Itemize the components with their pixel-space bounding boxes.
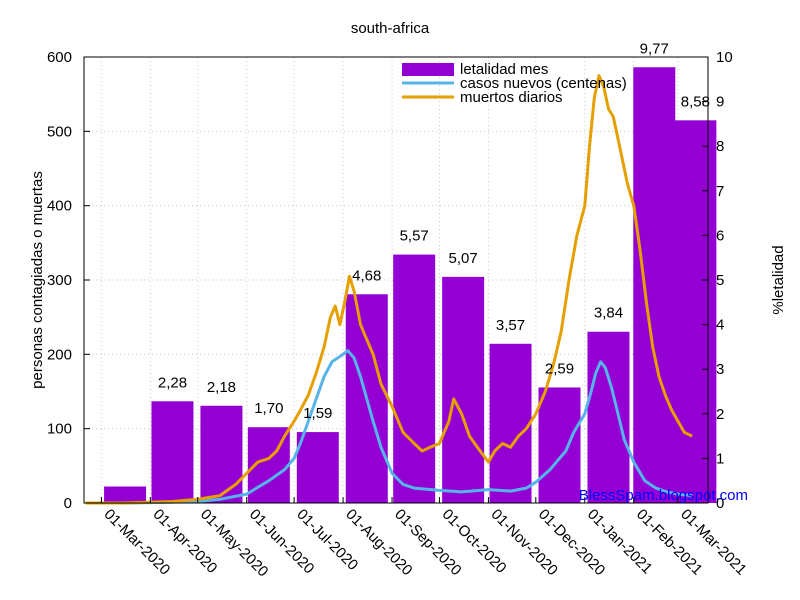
y-right-tick-label: 2 bbox=[716, 406, 724, 423]
bar-labels: 2,28 2,18 1,70 1,59 4,68 5,57 5,07 3,57 2,59 3,84… bbox=[158, 40, 710, 422]
y-right-tick-label: 1 bbox=[716, 450, 724, 467]
watermark: BlessSpam.blogspot.com bbox=[579, 487, 748, 504]
y-left-tick-label: 400 bbox=[47, 198, 72, 215]
bar bbox=[633, 67, 676, 504]
bar-value-label: 4,68 bbox=[352, 267, 381, 284]
bar bbox=[393, 254, 436, 503]
y-left-tick-label: 0 bbox=[64, 495, 72, 512]
bar bbox=[442, 276, 485, 503]
legend-label: letalidad mes bbox=[460, 61, 548, 78]
bar bbox=[104, 486, 147, 503]
bar-value-label: 8,58 bbox=[681, 93, 710, 110]
bar-value-label: 3,84 bbox=[594, 305, 623, 322]
y-left-tick-label: 300 bbox=[47, 272, 72, 289]
bar-value-label: 2,28 bbox=[158, 374, 187, 391]
cases-line bbox=[85, 349, 693, 505]
bar-value-label: 1,70 bbox=[254, 400, 283, 417]
y-left-tick-label: 500 bbox=[47, 123, 72, 140]
bar bbox=[538, 387, 581, 503]
y-left-tick-label: 600 bbox=[47, 49, 72, 66]
bar-value-label: 3,57 bbox=[496, 317, 525, 334]
bar bbox=[674, 120, 717, 503]
deaths-line bbox=[85, 74, 693, 505]
bar bbox=[296, 432, 339, 503]
bar-value-label: 9,77 bbox=[640, 40, 669, 57]
bar-value-label: 5,57 bbox=[400, 228, 429, 245]
y-axis-left-label: personas contagiadas o muertas bbox=[29, 171, 46, 389]
bar-value-label: 1,59 bbox=[303, 405, 332, 422]
bar-value-label: 2,59 bbox=[545, 360, 574, 377]
y-right-tick-label: 4 bbox=[716, 317, 724, 334]
y-right-tick-label: 7 bbox=[716, 183, 724, 200]
bar-value-label: 2,18 bbox=[207, 379, 236, 396]
y-right-tick-label: 0 bbox=[716, 495, 724, 512]
legend-swatch-bar bbox=[402, 63, 454, 76]
y-axis-right-label: %letalidad bbox=[770, 245, 787, 314]
legend-label: casos nuevos (centenas) bbox=[460, 75, 627, 92]
y-left-tick-label: 200 bbox=[47, 346, 72, 363]
legend-label: muertos diarios bbox=[460, 89, 563, 106]
lines bbox=[85, 74, 693, 505]
y-right-tick-label: 8 bbox=[716, 138, 724, 155]
y-left-tick-label: 100 bbox=[47, 421, 72, 438]
bar bbox=[489, 343, 532, 503]
y-right-tick-label: 9 bbox=[716, 94, 724, 111]
bars bbox=[104, 67, 717, 504]
bar-value-label: 5,07 bbox=[449, 250, 478, 267]
bar bbox=[151, 401, 194, 503]
y-right-tick-label: 10 bbox=[716, 49, 733, 66]
bar bbox=[587, 331, 630, 503]
y-right-tick-label: 3 bbox=[716, 361, 724, 378]
y-right-tick-label: 6 bbox=[716, 227, 724, 244]
y-right-tick-label: 5 bbox=[716, 272, 724, 289]
chart-title: south-africa bbox=[351, 20, 430, 37]
bar bbox=[200, 405, 243, 503]
